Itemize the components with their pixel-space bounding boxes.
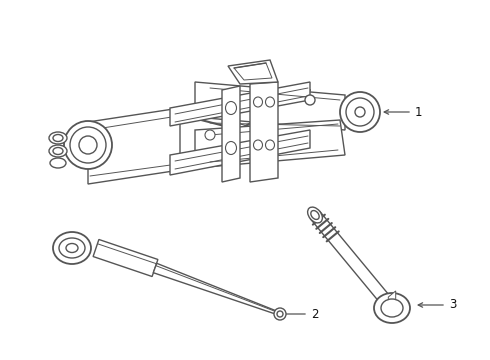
- Ellipse shape: [266, 97, 274, 107]
- Polygon shape: [153, 263, 280, 315]
- Polygon shape: [310, 211, 396, 312]
- Ellipse shape: [53, 232, 91, 264]
- Ellipse shape: [253, 140, 263, 150]
- Ellipse shape: [225, 102, 237, 114]
- Ellipse shape: [225, 141, 237, 154]
- Ellipse shape: [59, 238, 85, 258]
- Text: 1: 1: [415, 105, 422, 118]
- Ellipse shape: [53, 135, 63, 141]
- Polygon shape: [222, 86, 240, 182]
- Polygon shape: [170, 82, 310, 126]
- Ellipse shape: [49, 132, 67, 144]
- Ellipse shape: [311, 211, 319, 220]
- Ellipse shape: [274, 308, 286, 320]
- Ellipse shape: [49, 145, 67, 157]
- Ellipse shape: [205, 130, 215, 140]
- Ellipse shape: [64, 121, 112, 169]
- Polygon shape: [250, 82, 278, 182]
- Polygon shape: [88, 108, 180, 184]
- Ellipse shape: [381, 299, 403, 317]
- Ellipse shape: [355, 107, 365, 117]
- Ellipse shape: [266, 140, 274, 150]
- Polygon shape: [195, 82, 345, 130]
- Polygon shape: [234, 63, 272, 80]
- Ellipse shape: [50, 158, 66, 168]
- Ellipse shape: [70, 127, 106, 163]
- Ellipse shape: [308, 207, 322, 223]
- Polygon shape: [228, 60, 278, 84]
- Ellipse shape: [253, 97, 263, 107]
- Ellipse shape: [340, 92, 380, 132]
- Ellipse shape: [79, 136, 97, 154]
- Ellipse shape: [53, 148, 63, 154]
- Ellipse shape: [277, 311, 283, 317]
- Ellipse shape: [346, 98, 374, 126]
- Polygon shape: [388, 291, 396, 311]
- Text: 2: 2: [311, 307, 318, 320]
- Text: 3: 3: [449, 298, 456, 311]
- Ellipse shape: [305, 95, 315, 105]
- Ellipse shape: [374, 293, 410, 323]
- Ellipse shape: [66, 243, 78, 252]
- Polygon shape: [93, 239, 158, 276]
- Polygon shape: [170, 130, 310, 175]
- Polygon shape: [195, 120, 345, 168]
